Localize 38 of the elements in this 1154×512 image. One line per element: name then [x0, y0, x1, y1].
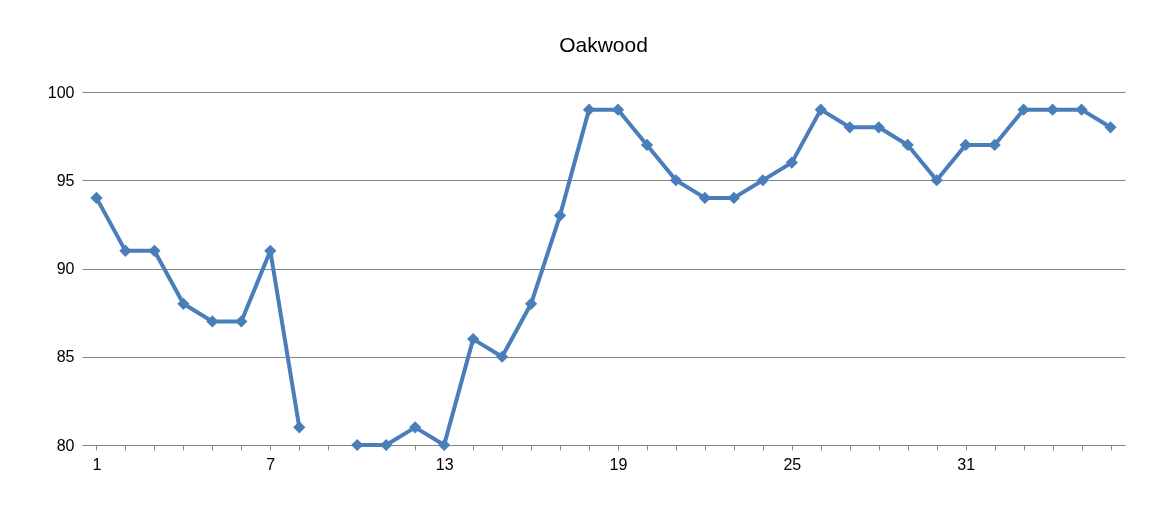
- point: [843, 121, 856, 134]
- point: [901, 138, 914, 152]
- point: [90, 191, 103, 205]
- x-tick-label: 7: [266, 455, 276, 473]
- y-tick-label: 100: [47, 83, 75, 101]
- y-tick-label: 95: [56, 171, 75, 189]
- point: [495, 350, 509, 363]
- y-tick-label: 80: [56, 436, 75, 454]
- point: [959, 138, 972, 152]
- point: [438, 438, 451, 452]
- y-tick-label: 90: [56, 260, 75, 277]
- point: [756, 174, 769, 187]
- point: [524, 297, 538, 310]
- point: [930, 174, 943, 187]
- x-tick-label: 1: [92, 455, 102, 473]
- point: [1104, 121, 1117, 134]
- x-tick-label: 13: [435, 455, 454, 473]
- point: [988, 138, 1001, 152]
- x-tick-label: 31: [957, 455, 976, 473]
- point: [611, 103, 625, 116]
- point: [177, 297, 190, 310]
- point: [669, 174, 683, 187]
- point: [582, 103, 596, 116]
- point: [380, 438, 393, 452]
- point: [351, 438, 364, 452]
- point: [640, 138, 654, 152]
- point: [814, 103, 827, 116]
- x-tick-label: 19: [609, 455, 628, 473]
- x-tick-label: 25: [783, 455, 802, 473]
- point: [409, 421, 422, 434]
- point: [293, 421, 306, 434]
- point: [553, 209, 567, 222]
- point: [727, 191, 740, 205]
- y-tick-label: 85: [56, 348, 75, 366]
- point: [785, 156, 798, 169]
- point: [467, 332, 480, 346]
- chart-title: Oakwood: [559, 33, 648, 56]
- point: [148, 244, 161, 257]
